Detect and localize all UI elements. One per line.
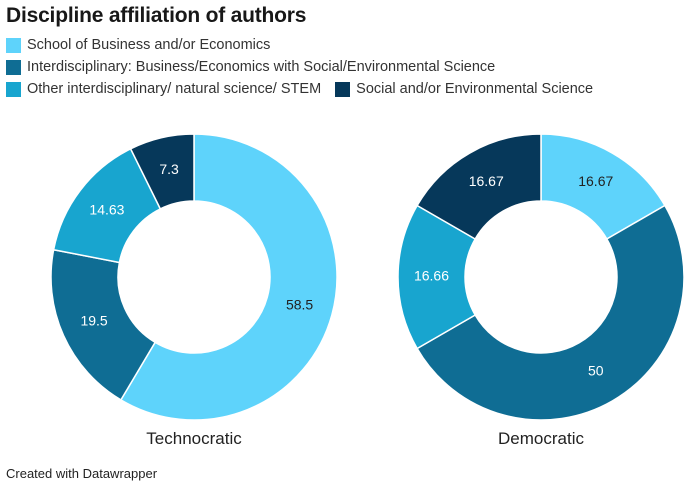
- slice-label-democratic-stem: 16.66: [414, 268, 449, 284]
- slice-democratic-social_env: [416, 133, 542, 241]
- footer-credit: Created with Datawrapper: [6, 466, 158, 481]
- legend-label-social-environmental: Social and/or Environmental Science: [356, 81, 594, 97]
- legend-row: School of Business and/or Economics: [6, 34, 676, 56]
- slice-label-technocratic-business: 58.5: [286, 297, 313, 313]
- legend-swatch-business: [6, 37, 21, 53]
- donut-chart-technocratic: 58.5 19.5 14.63 7.3 Technocratic: [50, 133, 338, 448]
- slice-label-technocratic-social_env: 7.3: [159, 161, 179, 177]
- legend-item-social-environmental: Social and/or Environmental Science: [335, 81, 593, 97]
- slice-technocratic-interdisc_social: [50, 248, 157, 401]
- slice-label-technocratic-interdisc_social: 19.5: [80, 312, 107, 328]
- donut-title-technocratic: Technocratic: [146, 429, 242, 448]
- donut-title-democratic: Democratic: [498, 429, 584, 448]
- slice-technocratic-business: [119, 133, 338, 421]
- legend-item-interdisciplinary-social: Interdisciplinary: Business/Economics wi…: [6, 59, 495, 75]
- legend-label-interdisciplinary-social: Interdisciplinary: Business/Economics wi…: [27, 59, 496, 75]
- donut-chart-democratic: 16.67 50 16.66 16.67 Democratic: [397, 133, 685, 448]
- slice-label-democratic-interdisc_social: 50: [588, 363, 604, 379]
- legend-swatch-stem: [6, 81, 21, 97]
- legend-item-business: School of Business and/or Economics: [6, 37, 270, 53]
- legend-label-business: School of Business and/or Economics: [27, 37, 271, 53]
- legend: School of Business and/or Economics Inte…: [6, 34, 676, 100]
- slice-democratic-stem: [397, 204, 477, 350]
- slice-label-technocratic-stem: 14.63: [89, 201, 124, 217]
- slice-technocratic-social_env: [129, 133, 195, 210]
- legend-label-stem: Other interdisciplinary/ natural science…: [27, 81, 322, 97]
- legend-row: Other interdisciplinary/ natural science…: [6, 78, 676, 100]
- slice-democratic-interdisc_social: [416, 204, 685, 421]
- legend-swatch-interdisciplinary-social: [6, 59, 21, 75]
- slice-label-democratic-business: 16.67: [578, 173, 613, 189]
- chart-title: Discipline affiliation of authors: [6, 4, 307, 27]
- legend-item-stem: Other interdisciplinary/ natural science…: [6, 81, 321, 97]
- slice-label-democratic-social_env: 16.67: [469, 173, 504, 189]
- legend-row: Interdisciplinary: Business/Economics wi…: [6, 56, 676, 78]
- legend-swatch-social-environmental: [335, 81, 351, 97]
- slice-democratic-business: [540, 133, 666, 241]
